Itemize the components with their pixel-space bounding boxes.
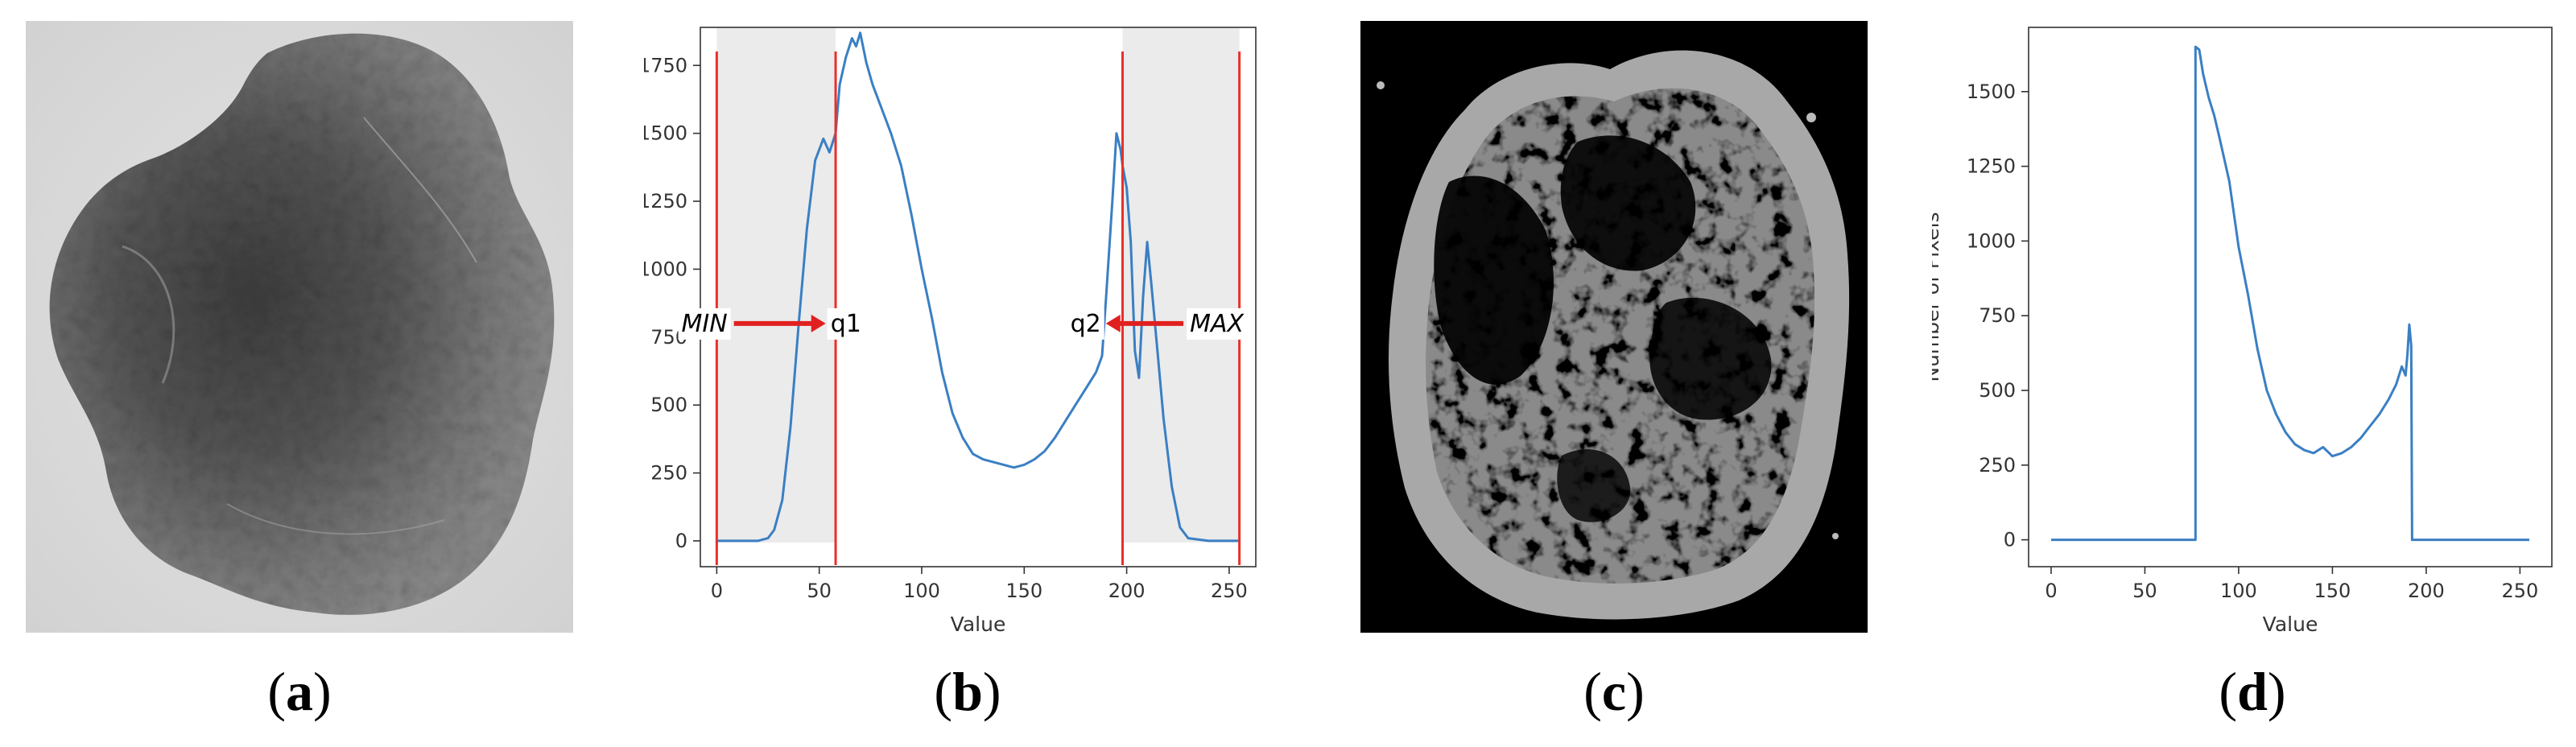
y-tick-label: 500 — [1979, 379, 2016, 402]
x-tick-label: 250 — [1211, 580, 1248, 602]
y-tick-label: 250 — [1979, 454, 2016, 477]
x-tick-label: 250 — [2501, 580, 2538, 602]
y-axis-label: Number of Pixels — [1932, 212, 1943, 382]
y-tick-label: 1750 — [644, 54, 687, 76]
x-tick-label: 200 — [1108, 580, 1146, 602]
caption-c: (c) — [1583, 661, 1645, 722]
x-tick-label: 150 — [2314, 580, 2351, 602]
y-tick-label: 250 — [650, 462, 687, 485]
x-axis-label: Value — [2263, 613, 2318, 636]
y-tick-label: 1250 — [644, 190, 687, 213]
x-tick-label: 100 — [2220, 580, 2257, 602]
caption-a: (a) — [267, 661, 332, 722]
x-tick-label: 100 — [903, 580, 940, 602]
y-tick-label: 1000 — [1967, 229, 2016, 252]
series-line-0 — [2051, 45, 2529, 542]
arrow-max-to-q2 — [1105, 314, 1121, 332]
series-line-0 — [716, 31, 1240, 543]
annotation-bg — [1067, 307, 1104, 340]
annotation-bg — [1187, 307, 1249, 340]
panel-c-masked-image — [1360, 21, 1868, 633]
y-tick-label: 1500 — [1967, 80, 2016, 103]
histogram-b-svg: 0 50 100 150 200 2500250500750100012501500175… — [592, 27, 1257, 636]
x-tick-label: 150 — [1005, 580, 1042, 602]
y-tick-label: 1250 — [1967, 155, 2016, 178]
annotation-max: MAX — [1190, 310, 1245, 338]
caption-b: (b) — [934, 661, 1001, 722]
annotation-bg — [678, 307, 731, 340]
arrow-min-to-q1 — [811, 314, 826, 332]
shaded-range-1 — [1122, 27, 1240, 543]
y-tick-label: 1000 — [644, 258, 687, 280]
x-tick-label: 200 — [2408, 580, 2445, 602]
annotation-q2: q2 — [1071, 310, 1101, 338]
x-tick-label: 0 — [711, 580, 723, 602]
y-tick-label: 0 — [675, 530, 687, 552]
y-tick-label: 750 — [1979, 304, 2016, 327]
panel-a-lesion-image — [26, 21, 573, 633]
masked-lesion-image — [1360, 21, 1868, 633]
lesion-grayscale-image — [26, 21, 573, 633]
panel-d-histogram-chart: 0 50 100 150 200 250 0 250 500 750 1000 1250 1500 Val… — [1920, 8, 2568, 652]
plot-frame — [700, 27, 1257, 567]
annotation-min: MIN — [681, 310, 727, 338]
x-axis-label: Value — [951, 613, 1006, 636]
panel-b-histogram-chart: 0 50 100 150 200 250 0 250 500 750 1000 1250 1500 175… — [592, 8, 1288, 652]
lesion-shape — [49, 33, 555, 615]
y-tick-label: 1500 — [644, 122, 687, 145]
y-tick-label: 0 — [2004, 529, 2016, 551]
caption-d: (d) — [2219, 661, 2286, 722]
x-tick-label: 50 — [807, 580, 832, 602]
x-tick-label: 50 — [2132, 580, 2157, 602]
y-tick-label: 500 — [650, 394, 687, 416]
plot-frame — [2028, 27, 2553, 567]
shaded-range-0 — [716, 27, 836, 543]
annotation-bg — [827, 307, 865, 340]
histogram-d-svg: 0 50 100 150 200 250 0 250 500 750 1000 1250 1500 Val… — [1920, 27, 2553, 636]
annotation-q1: q1 — [831, 310, 861, 338]
x-tick-label: 0 — [2045, 580, 2057, 602]
